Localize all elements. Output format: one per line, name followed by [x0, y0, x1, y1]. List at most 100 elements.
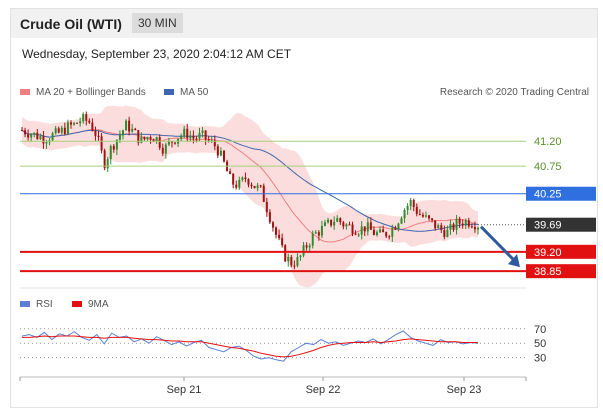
candle-body	[391, 227, 394, 237]
candle-body	[244, 177, 247, 180]
candle-body	[464, 220, 467, 226]
x-tick-label: Sep 22	[306, 384, 341, 396]
candle-body	[397, 223, 400, 230]
candle-body	[330, 219, 333, 226]
candle-body	[287, 256, 290, 262]
legend-swatch-rsi	[20, 301, 30, 307]
candle-body	[342, 222, 345, 227]
candle-body	[115, 139, 118, 150]
candle-body	[27, 134, 30, 138]
candle-body	[290, 256, 293, 266]
candle-body	[470, 226, 473, 228]
candle-body	[164, 144, 167, 154]
candle-body	[446, 229, 449, 237]
candle-body	[376, 232, 379, 235]
candle-body	[222, 150, 225, 162]
candle-body	[412, 199, 415, 207]
instrument-title: Crude Oil (WTI)	[20, 16, 122, 32]
candle-body	[348, 224, 351, 226]
timeframe-badge[interactable]: 30 MIN	[132, 13, 183, 33]
candle-body	[275, 227, 278, 235]
candle-body	[128, 120, 131, 132]
candle-body	[79, 121, 82, 124]
candle-body	[424, 215, 427, 217]
candle-body	[327, 219, 330, 223]
candle-body	[195, 138, 198, 140]
candle-body	[88, 120, 91, 123]
candle-body	[385, 232, 388, 237]
candle-body	[247, 179, 250, 185]
candle-body	[216, 146, 219, 156]
candle-body	[91, 122, 94, 131]
price-panel	[21, 105, 479, 288]
candle-body	[24, 130, 27, 135]
candle-body	[192, 135, 195, 139]
candle-body	[406, 205, 409, 210]
candle-body	[103, 150, 106, 169]
candle-body	[320, 225, 323, 236]
candle-body	[149, 136, 152, 140]
chart-header: Crude Oil (WTI) 30 MIN	[11, 9, 597, 38]
candle-body	[180, 135, 183, 139]
legend-swatch-ma20	[20, 89, 30, 95]
candle-body	[161, 147, 164, 154]
candle-body	[63, 127, 66, 134]
candle-body	[351, 224, 354, 234]
candle-body	[278, 234, 281, 239]
candle-body	[434, 220, 437, 229]
rsi-level-label-30: 30	[534, 353, 546, 365]
candle-body	[421, 214, 424, 217]
rsi-level-label-70: 70	[534, 324, 546, 336]
candle-body	[183, 128, 186, 136]
candle-body	[394, 227, 397, 230]
candle-body	[21, 130, 23, 132]
candle-body	[314, 232, 317, 234]
x-tick-label: Sep 21	[167, 384, 202, 396]
level-39-20-badge	[526, 244, 596, 259]
candle-body	[403, 209, 406, 219]
level-40-75-label: 40.75	[534, 161, 562, 173]
ma50-line	[21, 129, 479, 232]
legend-ma50: MA 50	[180, 87, 209, 98]
candle-body	[60, 127, 63, 133]
candle-body	[36, 132, 39, 140]
candle-body	[39, 136, 42, 140]
candle-body	[238, 179, 241, 188]
candle-body	[219, 150, 222, 156]
candle-body	[241, 177, 244, 180]
candle-body	[311, 233, 314, 246]
level-41-20-label: 41.20	[534, 136, 562, 148]
candle-body	[109, 145, 112, 160]
candle-body	[339, 218, 342, 223]
candle-body	[229, 171, 232, 174]
candle-body	[458, 218, 461, 224]
candle-body	[57, 128, 60, 133]
candle-body	[455, 218, 458, 230]
candle-body	[198, 132, 201, 139]
candle-body	[308, 245, 311, 248]
bollinger-band	[22, 105, 478, 288]
candle-body	[317, 232, 320, 236]
candle-body	[400, 218, 403, 224]
candle-body	[100, 136, 103, 151]
candle-body	[232, 173, 235, 185]
candle-body	[461, 223, 464, 226]
candle-body	[201, 130, 204, 133]
candle-body	[265, 201, 268, 213]
candle-body	[73, 122, 76, 125]
candle-body	[54, 128, 57, 134]
candle-body	[134, 128, 137, 131]
candle-body	[440, 225, 443, 230]
candle-body	[76, 122, 79, 124]
candle-body	[152, 139, 155, 142]
candle-body	[94, 130, 97, 137]
candle-body	[189, 135, 192, 139]
timestamp: Wednesday, September 23, 2020 2:04:12 AM…	[22, 47, 292, 61]
candle-body	[467, 220, 470, 227]
rsi-ma-line	[22, 335, 478, 358]
candle-body	[121, 130, 124, 136]
candle-body	[281, 238, 284, 246]
candle-body	[388, 236, 391, 238]
candle-body	[363, 226, 366, 232]
candle-body	[118, 135, 121, 140]
